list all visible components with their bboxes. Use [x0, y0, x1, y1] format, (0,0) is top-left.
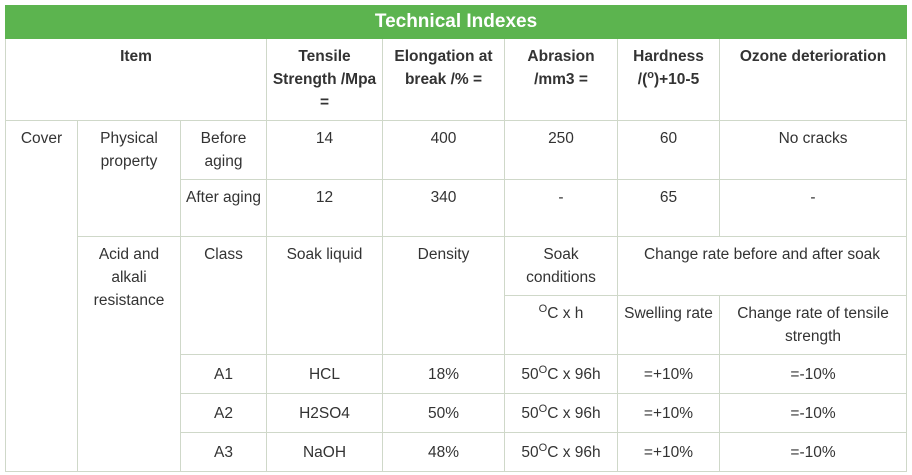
table-row: A3 NaOH 48% 50OC x 96h =+10% =-10%	[6, 432, 908, 472]
table-cell: 400	[382, 120, 505, 180]
table-row: Acid and alkali resistance Class Soak li…	[6, 236, 908, 472]
table-cell: NaOH	[266, 432, 383, 472]
header-item: Item	[5, 38, 267, 121]
header-abrasion: Abrasion /mm3 =	[504, 38, 618, 121]
table-row: Cover Physical property Before aging 14 …	[5, 120, 908, 472]
soak-conditions-label: Soak conditions	[504, 236, 618, 296]
table-cell: 65	[617, 179, 720, 237]
header-tensile-strength: Tensile Strength /Mpa =	[266, 38, 383, 121]
density-label: Density	[382, 236, 505, 355]
table-cell: -	[504, 179, 618, 237]
class-label: Class	[180, 236, 267, 355]
table-cell: =+10%	[617, 432, 720, 472]
table-cell: 12	[266, 179, 383, 237]
table-title: Technical Indexes	[4, 5, 908, 39]
table-row: OC x h Swelling rate Change rate of tens…	[6, 295, 908, 355]
physical-property-label: Physical property	[77, 120, 181, 237]
table-cell: 48%	[382, 432, 505, 472]
title-row: Technical Indexes	[4, 5, 908, 39]
table-cell: HCL	[266, 354, 383, 394]
table-cell: -	[718, 179, 908, 237]
table-cell: =+10%	[617, 393, 720, 433]
header-row: Item Tensile Strength /Mpa = Elongation …	[5, 38, 908, 121]
table-cell: H2SO4	[266, 393, 383, 433]
cover-label: Cover	[5, 120, 78, 472]
technical-indexes-table: Technical Indexes Item Tensile Strength …	[4, 5, 908, 472]
table-cell: 50OC x 96h	[504, 432, 618, 472]
acid-alkali-label: Acid and alkali resistance	[77, 236, 181, 472]
technical-indexes-table-wrapper: Technical Indexes Item Tensile Strength …	[4, 5, 908, 472]
table-cell: =-10%	[718, 354, 908, 394]
table-row: After aging 12 340 - 65 -	[6, 179, 908, 237]
table-cell: =-10%	[718, 393, 908, 433]
table-cell: =-10%	[718, 432, 908, 472]
table-cell: A3	[180, 432, 267, 472]
table-cell: 50%	[382, 393, 505, 433]
unit-label: OC x h	[504, 295, 618, 355]
table-cell: 340	[382, 179, 505, 237]
change-rate-label: Change rate before and after soak	[616, 236, 908, 296]
soak-liquid-label: Soak liquid	[266, 236, 383, 355]
before-aging-label: Before aging	[180, 120, 267, 180]
table-cell: A1	[180, 354, 267, 394]
table-cell: 250	[504, 120, 618, 180]
change-tensile-label: Change rate of tensile strength	[718, 295, 908, 355]
table-row: A2 H2SO4 50% 50OC x 96h =+10% =-10%	[6, 393, 908, 433]
table-cell: A2	[180, 393, 267, 433]
header-ozone-deterioration: Ozone deterioration	[718, 38, 908, 121]
table-cell: 50OC x 96h	[504, 393, 618, 433]
header-hardness: Hardness /(o)+10-5	[617, 38, 720, 121]
table-cell: 50OC x 96h	[504, 354, 618, 394]
table-cell: 60	[617, 120, 720, 180]
table-cell: 18%	[382, 354, 505, 394]
swelling-rate-label: Swelling rate	[617, 295, 720, 355]
table-cell: No cracks	[718, 120, 908, 180]
after-aging-label: After aging	[180, 179, 267, 237]
table-cell: =+10%	[617, 354, 720, 394]
header-elongation: Elongation at break /% =	[382, 38, 505, 121]
table-cell: 14	[266, 120, 383, 180]
